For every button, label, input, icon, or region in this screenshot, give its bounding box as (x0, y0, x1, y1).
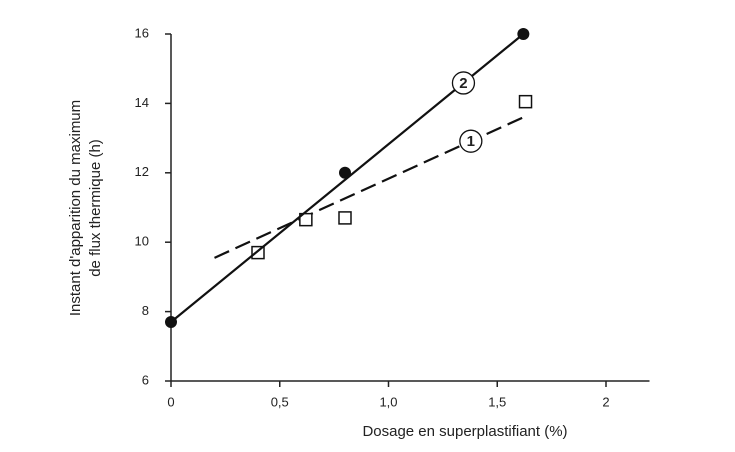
y-axis-label-line: de flux thermique (h) (87, 139, 104, 277)
x-tick-label: 0,5 (271, 394, 289, 409)
x-axis-label: Dosage en superplastifiant (%) (362, 423, 567, 440)
y-axis-label-line: Instant d'apparition du maximum (67, 100, 84, 316)
x-tick-label: 2 (602, 394, 609, 409)
point (299, 212, 313, 227)
y-axis-label: Instant d'apparition du maximum de flux … (67, 100, 104, 316)
point (339, 166, 351, 179)
series-label: 1 (467, 133, 475, 150)
y-tick-label: 6 (142, 372, 149, 387)
y-tick-label: 10 (135, 234, 149, 249)
series-label: 2 (459, 75, 467, 92)
x-tick-label: 1,5 (488, 394, 506, 409)
series-label-ring (459, 129, 483, 153)
y-tick-label: 12 (135, 164, 149, 179)
y-tick-label: 16 (135, 25, 149, 40)
point (165, 316, 177, 329)
x-tick-label: 0 (167, 394, 174, 409)
point (517, 28, 530, 40)
point (518, 94, 533, 109)
point (338, 211, 352, 225)
series-label-ring (451, 71, 476, 95)
y-tick-label: 8 (142, 303, 149, 318)
y-tick-label: 14 (135, 95, 149, 110)
x-tick-label: 1,0 (379, 394, 397, 409)
